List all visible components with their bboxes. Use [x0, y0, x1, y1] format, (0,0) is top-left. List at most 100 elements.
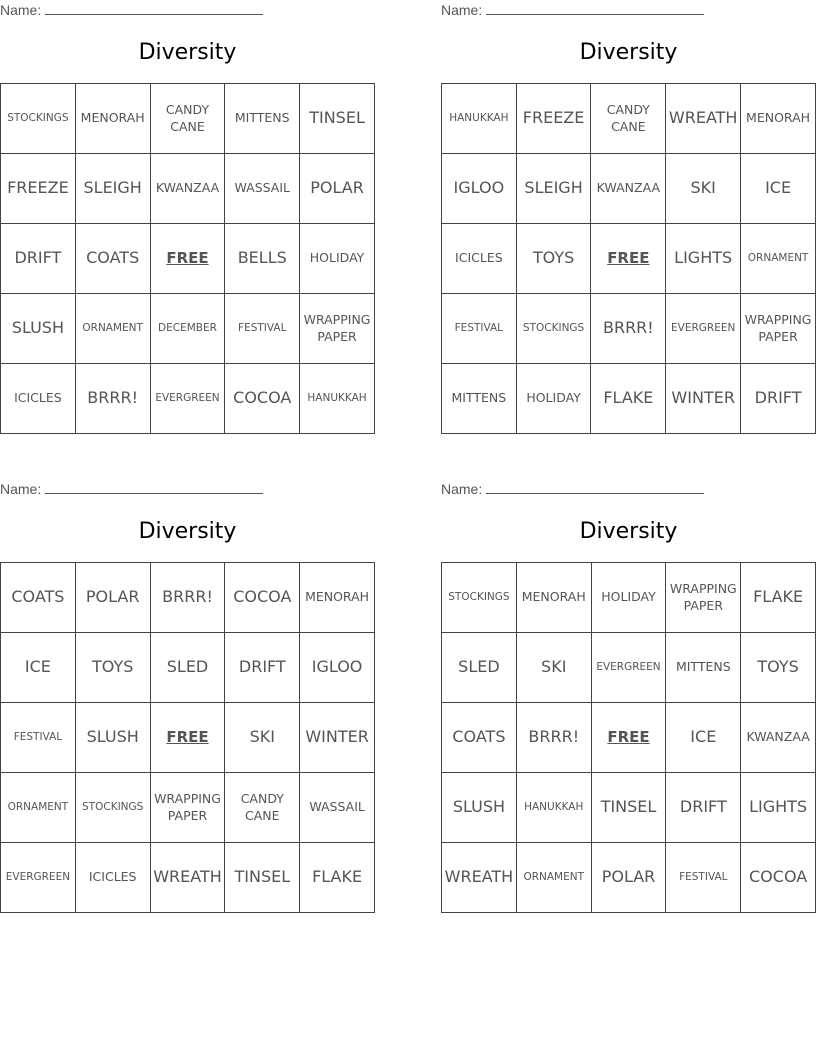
bingo-row: COATS BRRR! FREE ICE KWANZAA [441, 702, 816, 773]
bingo-cell: TOYS [515, 223, 592, 294]
card-title: Diversity [579, 40, 678, 65]
bingo-cell: FREEZE [0, 153, 76, 224]
bingo-cell: WASSAIL [224, 153, 301, 224]
bingo-grid: HANUKKAH FREEZE CANDY CANE WREATH MENORAH IGL… [441, 83, 816, 434]
bingo-row: EVERGREEN ICICLES WREATH TINSEL FLAKE [0, 842, 375, 913]
bingo-cell: POLAR [299, 153, 375, 224]
bingo-cell: KWANZAA [590, 153, 667, 224]
bingo-cell: DECEMBER [149, 293, 226, 364]
bingo-cell: BRRR! [149, 562, 226, 633]
free-space-cell: FREE [590, 223, 667, 294]
bingo-cell: MITTENS [441, 363, 517, 434]
bingo-cell: WRAPPING PAPER [665, 562, 742, 633]
bingo-cell: CANDY CANE [590, 83, 667, 154]
bingo-cell: EVERGREEN [590, 632, 667, 703]
bingo-cell: EVERGREEN [149, 363, 226, 434]
name-label: Name: [441, 481, 483, 497]
bingo-cell: ICICLES [74, 842, 151, 913]
bingo-cell: WRAPPING PAPER [299, 293, 375, 364]
bingo-cell: FLAKE [590, 363, 667, 434]
bingo-card-1: Name: Diversity STOCKINGS MENORAH CANDY CA… [0, 0, 375, 435]
bingo-row: FESTIVAL STOCKINGS BRRR! EVERGREEN WRAPPING … [441, 293, 816, 364]
bingo-cell: KWANZAA [149, 153, 226, 224]
bingo-cell: WASSAIL [299, 772, 375, 843]
bingo-cell: COCOA [740, 842, 816, 913]
bingo-cell: WINTER [299, 702, 375, 773]
bingo-cell: BRRR! [590, 293, 667, 364]
bingo-cell: CANDY CANE [149, 83, 226, 154]
bingo-cell: COATS [0, 562, 76, 633]
bingo-cell: FESTIVAL [665, 842, 742, 913]
bingo-row: FESTIVAL SLUSH FREE SKI WINTER [0, 702, 375, 773]
bingo-row: SLED SKI EVERGREEN MITTENS TOYS [441, 632, 816, 703]
bingo-cell: SLEIGH [515, 153, 592, 224]
bingo-grid: STOCKINGS MENORAH CANDY CANE MITTENS TINSEL F… [0, 83, 375, 434]
bingo-cell: WREATH [149, 842, 226, 913]
name-field: Name: [441, 481, 705, 497]
bingo-cell: SLEIGH [74, 153, 151, 224]
card-title: Diversity [138, 519, 237, 544]
bingo-cell: SLUSH [441, 772, 517, 843]
card-title: Diversity [579, 519, 678, 544]
bingo-cell: FESTIVAL [224, 293, 301, 364]
name-blank-line [486, 481, 705, 494]
bingo-card-4: Name: Diversity STOCKINGS MENORAH HOLIDAY W… [441, 479, 816, 914]
bingo-cell: HOLIDAY [299, 223, 375, 294]
bingo-cell: SLED [149, 632, 226, 703]
free-space-cell: FREE [149, 702, 226, 773]
bingo-cell: HANUKKAH [441, 83, 517, 154]
bingo-cell: MENORAH [299, 562, 375, 633]
bingo-cell: STOCKINGS [0, 83, 76, 154]
bingo-cell: HANUKKAH [515, 772, 592, 843]
bingo-row: HANUKKAH FREEZE CANDY CANE WREATH MENORAH [441, 83, 816, 154]
free-space-cell: FREE [149, 223, 226, 294]
bingo-cell: IGLOO [441, 153, 517, 224]
bingo-cell: WINTER [665, 363, 742, 434]
bingo-cell: HOLIDAY [590, 562, 667, 633]
bingo-row: STOCKINGS MENORAH HOLIDAY WRAPPING PAPER FLA… [441, 562, 816, 633]
name-label: Name: [0, 2, 42, 18]
bingo-card-2: Name: Diversity HANUKKAH FREEZE CANDY CANE… [441, 0, 816, 435]
bingo-cell: BRRR! [515, 702, 592, 773]
bingo-cell: MENORAH [515, 562, 592, 633]
bingo-cell: SKI [224, 702, 301, 773]
name-field: Name: [0, 2, 264, 18]
bingo-cell: ORNAMENT [74, 293, 151, 364]
bingo-cell: FESTIVAL [0, 702, 76, 773]
bingo-cell: DRIFT [0, 223, 76, 294]
bingo-cell: WRAPPING PAPER [740, 293, 816, 364]
bingo-cell: ICE [0, 632, 76, 703]
bingo-row: MITTENS HOLIDAY FLAKE WINTER DRIFT [441, 363, 816, 434]
bingo-grid: STOCKINGS MENORAH HOLIDAY WRAPPING PAPER FLA… [441, 562, 816, 913]
bingo-cell: HOLIDAY [515, 363, 592, 434]
bingo-cell: ICICLES [0, 363, 76, 434]
name-field: Name: [0, 481, 264, 497]
name-blank-line [45, 2, 264, 15]
bingo-cell: SKI [515, 632, 592, 703]
bingo-cell: SKI [665, 153, 742, 224]
bingo-cell: FREEZE [515, 83, 592, 154]
bingo-row: SLUSH ORNAMENT DECEMBER FESTIVAL WRAPPING PA… [0, 293, 375, 364]
bingo-cell: STOCKINGS [515, 293, 592, 364]
bingo-cell: COCOA [224, 363, 301, 434]
bingo-row: ICE TOYS SLED DRIFT IGLOO [0, 632, 375, 703]
bingo-cell: MENORAH [74, 83, 151, 154]
bingo-cell: STOCKINGS [74, 772, 151, 843]
bingo-cell: EVERGREEN [665, 293, 742, 364]
bingo-cell: TOYS [74, 632, 151, 703]
bingo-cell: ICICLES [441, 223, 517, 294]
bingo-grid: COATS POLAR BRRR! COCOA MENORAH ICE TOYS SLED DR… [0, 562, 375, 913]
bingo-cell: STOCKINGS [441, 562, 517, 633]
bingo-cell: ICE [665, 702, 742, 773]
bingo-row: ORNAMENT STOCKINGS WRAPPING PAPER CANDY CAN… [0, 772, 375, 843]
bingo-cell: TOYS [740, 632, 816, 703]
bingo-cell: MITTENS [665, 632, 742, 703]
bingo-row: DRIFT COATS FREE BELLS HOLIDAY [0, 223, 375, 294]
bingo-cell: HANUKKAH [299, 363, 375, 434]
bingo-cell: WRAPPING PAPER [149, 772, 226, 843]
bingo-cell: MITTENS [224, 83, 301, 154]
bingo-cell: LIGHTS [665, 223, 742, 294]
bingo-row: IGLOO SLEIGH KWANZAA SKI ICE [441, 153, 816, 224]
bingo-cell: COATS [74, 223, 151, 294]
card-title: Diversity [138, 40, 237, 65]
